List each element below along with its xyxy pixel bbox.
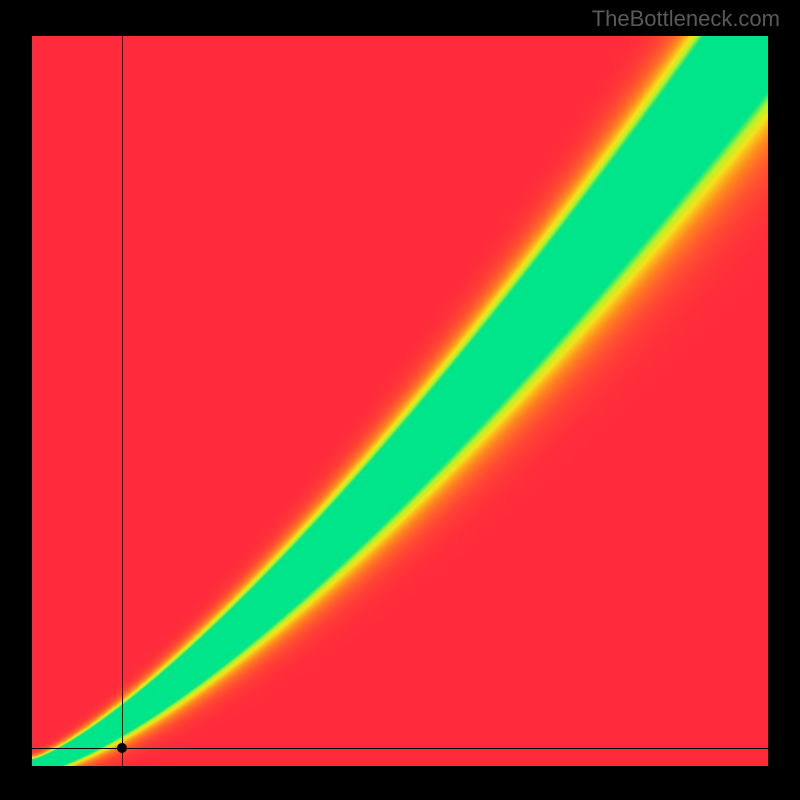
crosshair-vertical	[122, 36, 123, 766]
crosshair-point	[117, 743, 127, 753]
watermark-text: TheBottleneck.com	[592, 6, 780, 32]
heatmap-canvas	[32, 36, 768, 766]
crosshair-horizontal	[32, 748, 768, 749]
heatmap-plot	[32, 36, 768, 766]
